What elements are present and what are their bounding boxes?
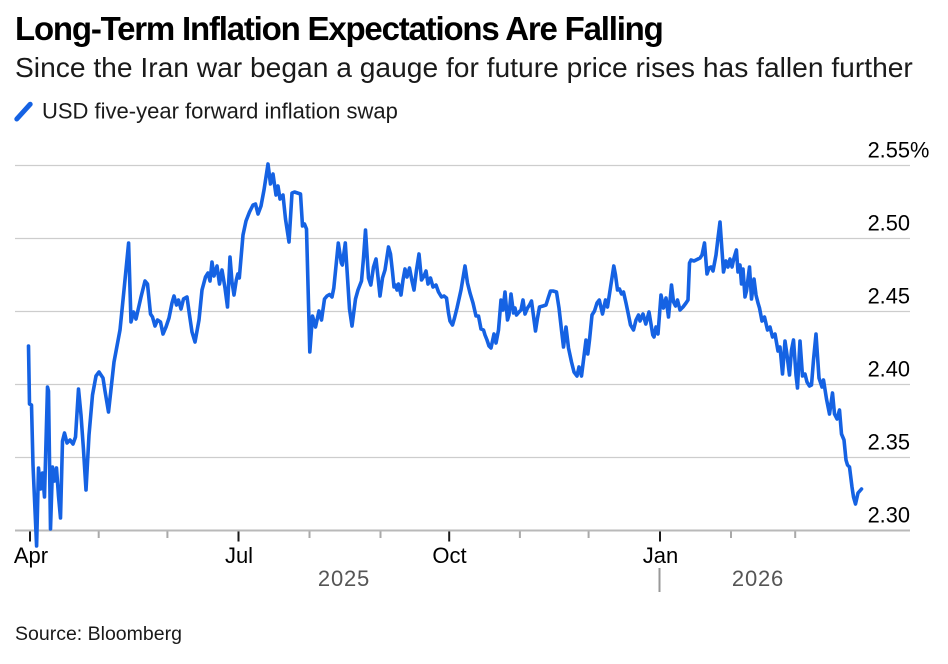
svg-text:USD five-year forward inflatio: USD five-year forward inflation swap	[42, 99, 398, 124]
svg-text:Apr: Apr	[14, 543, 48, 568]
svg-text:2.30: 2.30	[868, 503, 910, 528]
svg-text:2.45: 2.45	[868, 284, 910, 309]
svg-text:Oct: Oct	[432, 543, 466, 568]
svg-text:Jan: Jan	[643, 543, 678, 568]
svg-text:Jul: Jul	[225, 543, 253, 568]
svg-text:2.40: 2.40	[868, 357, 910, 382]
svg-text:2026: 2026	[732, 566, 784, 591]
svg-text:2.35: 2.35	[868, 430, 910, 455]
svg-text:Long-Term Inflation Expectatio: Long-Term Inflation Expectations Are Fal…	[15, 10, 663, 47]
svg-text:Source: Bloomberg: Source: Bloomberg	[15, 623, 182, 645]
svg-text:2025: 2025	[318, 566, 370, 591]
svg-text:Since the Iran war began a gau: Since the Iran war began a gauge for fut…	[15, 51, 913, 83]
svg-text:%: %	[910, 138, 929, 163]
svg-text:2.50: 2.50	[868, 211, 910, 236]
svg-text:2.55: 2.55	[868, 138, 910, 163]
